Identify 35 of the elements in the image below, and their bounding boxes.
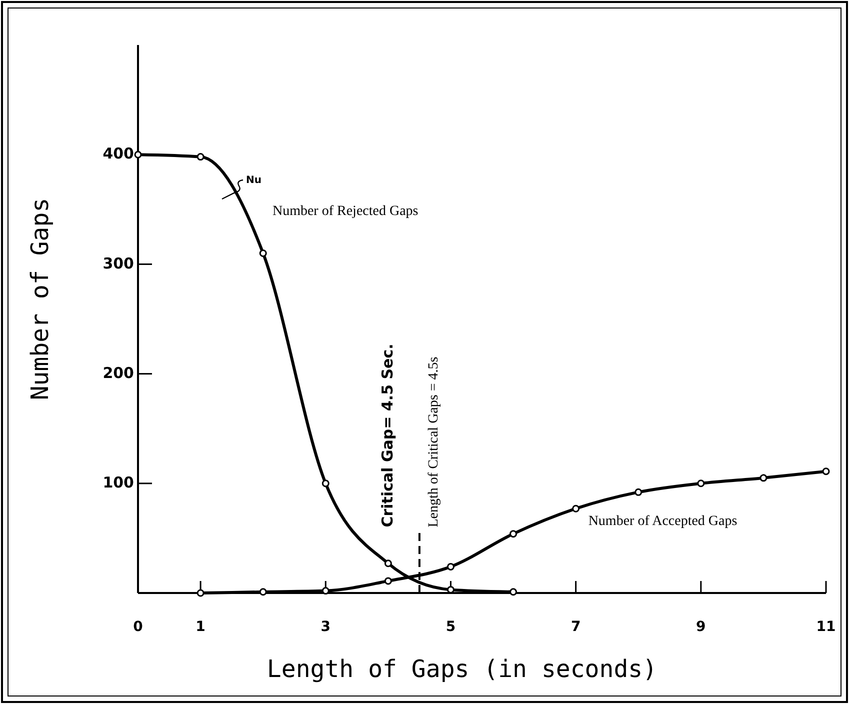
y-tick-label: 200	[102, 364, 134, 382]
x-tick-label: 1	[196, 619, 206, 635]
annotation: Length of Critical Gaps = 4.5s	[426, 356, 442, 528]
point	[384, 577, 392, 585]
point	[510, 588, 518, 596]
series-label: Number of Rejected Gaps	[272, 204, 418, 219]
y-tick-label: 300	[102, 254, 134, 272]
point	[384, 560, 392, 568]
point	[134, 150, 142, 158]
x-tick-label: 9	[696, 619, 706, 635]
point	[196, 589, 204, 597]
y-tick-label: 100	[102, 473, 134, 492]
point	[822, 468, 830, 476]
x-tick-label: 11	[816, 619, 836, 635]
series-label: Number of Accepted Gaps	[588, 514, 738, 530]
y-axis-title: Number of Gaps	[26, 198, 54, 400]
point	[259, 588, 267, 596]
point	[196, 153, 204, 161]
y-tick-label: 400	[102, 144, 134, 163]
x-tick-label: 3	[320, 619, 331, 635]
x-tick-label: 0	[133, 619, 144, 635]
point	[572, 504, 580, 512]
ref-line-label: Critical Gap= 4.5 Sec.	[378, 344, 396, 528]
point	[322, 480, 330, 488]
x-axis-title: Length of Gaps (in seconds)	[266, 655, 658, 683]
point	[446, 562, 454, 570]
point	[760, 474, 768, 482]
point	[259, 249, 267, 257]
point	[697, 480, 705, 488]
annotation: Nu	[246, 175, 262, 186]
point	[634, 488, 642, 496]
point	[322, 587, 330, 595]
x-tick-label: 5	[446, 619, 456, 635]
x-tick-label: 7	[570, 619, 581, 635]
point	[510, 530, 518, 538]
